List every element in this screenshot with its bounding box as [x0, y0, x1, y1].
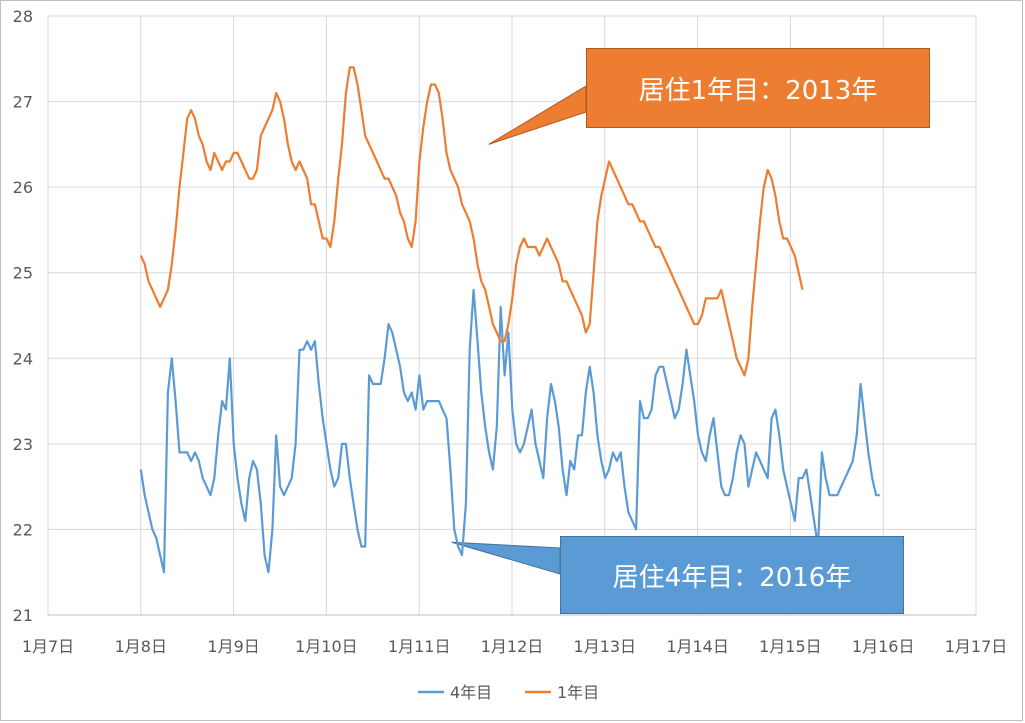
y-tick-label: 22: [13, 520, 33, 539]
x-axis-ticks: 1月7日 1月8日 1月9日 1月10日 1月11日 1月12日 1月13日 1月14日 1月1…: [22, 637, 1007, 656]
y-axis-ticks: 21 22 23 24 25 26 27 28: [13, 7, 33, 625]
x-tick-label: 1月17日: [945, 637, 1008, 656]
series-line-2: [139, 66, 804, 377]
x-tick-label: 1月13日: [574, 637, 637, 656]
x-tick-label: 1月7日: [22, 637, 74, 656]
x-tick-label: 1月16日: [852, 637, 915, 656]
y-tick-label: 28: [13, 7, 33, 26]
x-tick-label: 1月14日: [666, 637, 729, 656]
y-tick-label: 27: [13, 93, 33, 112]
x-tick-label: 1月11日: [388, 637, 451, 656]
x-tick-label: 1月10日: [295, 637, 358, 656]
x-tick-label: 1月12日: [481, 637, 544, 656]
x-tick-label: 1月9日: [207, 637, 259, 656]
callout-pointer-2013: [488, 85, 587, 145]
series-lines: [139, 66, 880, 574]
x-tick-label: 1月15日: [759, 637, 822, 656]
y-tick-label: 21: [13, 606, 33, 625]
y-tick-label: 24: [13, 349, 33, 368]
callout-pointer-2016: [451, 541, 561, 575]
y-tick-label: 26: [13, 178, 33, 197]
annotation-2016: 居住4年目：2016年: [560, 536, 904, 614]
annotation-2013: 居住1年目：2013年: [586, 48, 930, 128]
y-tick-label: 23: [13, 435, 33, 454]
legend-label: 1年目: [557, 683, 599, 702]
series-line-1: [139, 288, 880, 574]
legend-label: 4年目: [450, 683, 492, 702]
legend: 4年目 1年目: [418, 683, 599, 702]
x-tick-label: 1月8日: [115, 637, 167, 656]
y-tick-label: 25: [13, 264, 33, 283]
